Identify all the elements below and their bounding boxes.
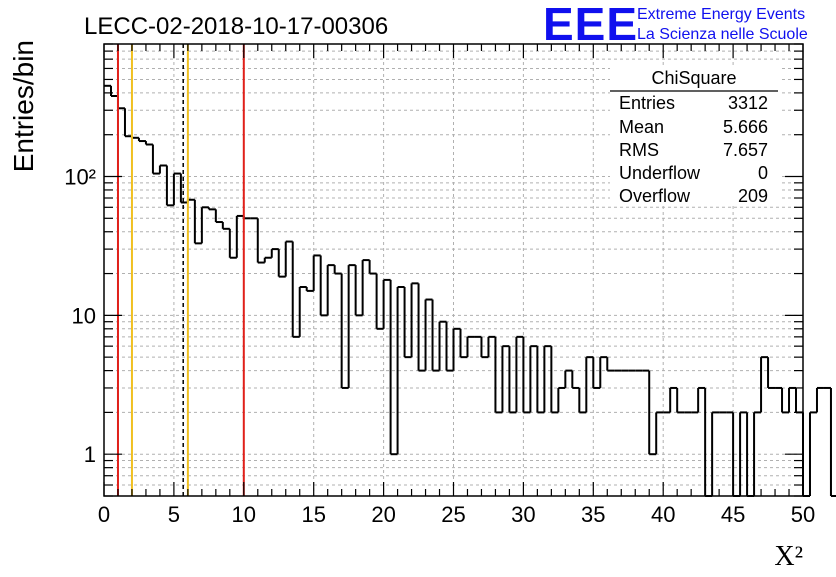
stats-value-overflow: 209 (738, 186, 768, 206)
eee-logo-mark: EEE (543, 0, 638, 50)
x-tick-label: 40 (651, 502, 675, 527)
stats-box: ChiSquare Entries 3312 Mean 5.666 RMS 7.… (610, 68, 780, 206)
histogram-series (104, 84, 836, 497)
y-tick-label: 10² (64, 164, 96, 189)
x-tick-label: 0 (98, 502, 110, 527)
y-axis-label: Entries/bin (8, 40, 39, 172)
x-tick-label: 45 (721, 502, 745, 527)
eee-logo: EEE Extreme Energy Events La Scienza nel… (543, 0, 808, 50)
y-tick-label: 1 (84, 442, 96, 467)
tick-labels: 0 5 10 15 20 25 30 35 40 45 50 1 10 10² (64, 164, 815, 527)
stats-label-rms: RMS (619, 140, 659, 160)
stats-box-title: ChiSquare (651, 68, 736, 88)
x-tick-label: 30 (511, 502, 535, 527)
x-axis-label: X² (774, 541, 803, 572)
x-tick-label: 35 (581, 502, 605, 527)
x-tick-label: 50 (791, 502, 815, 527)
x-tick-label: 15 (301, 502, 325, 527)
stats-value-rms: 7.657 (723, 140, 768, 160)
axis-ticks (103, 43, 804, 497)
y-tick-label: 10 (72, 303, 96, 328)
eee-logo-line1: Extreme Energy Events (637, 6, 805, 23)
x-tick-label: 5 (168, 502, 180, 527)
stats-label-mean: Mean (619, 117, 664, 137)
eee-logo-line2: La Scienza nelle Scuole (637, 26, 808, 43)
stats-label-entries: Entries (619, 93, 675, 113)
x-tick-label: 20 (371, 502, 395, 527)
x-tick-label: 10 (232, 502, 256, 527)
stats-label-overflow: Overflow (619, 186, 691, 206)
chart-title: LECC-02-2018-10-17-00306 (84, 13, 388, 40)
stats-label-underflow: Underflow (619, 163, 701, 183)
stats-value-underflow: 0 (758, 163, 768, 183)
x-axis-label-text: X² (774, 541, 803, 572)
x-tick-label: 25 (441, 502, 465, 527)
stats-value-entries: 3312 (728, 93, 768, 113)
stats-value-mean: 5.666 (723, 117, 768, 137)
reference-lines (116, 44, 245, 496)
